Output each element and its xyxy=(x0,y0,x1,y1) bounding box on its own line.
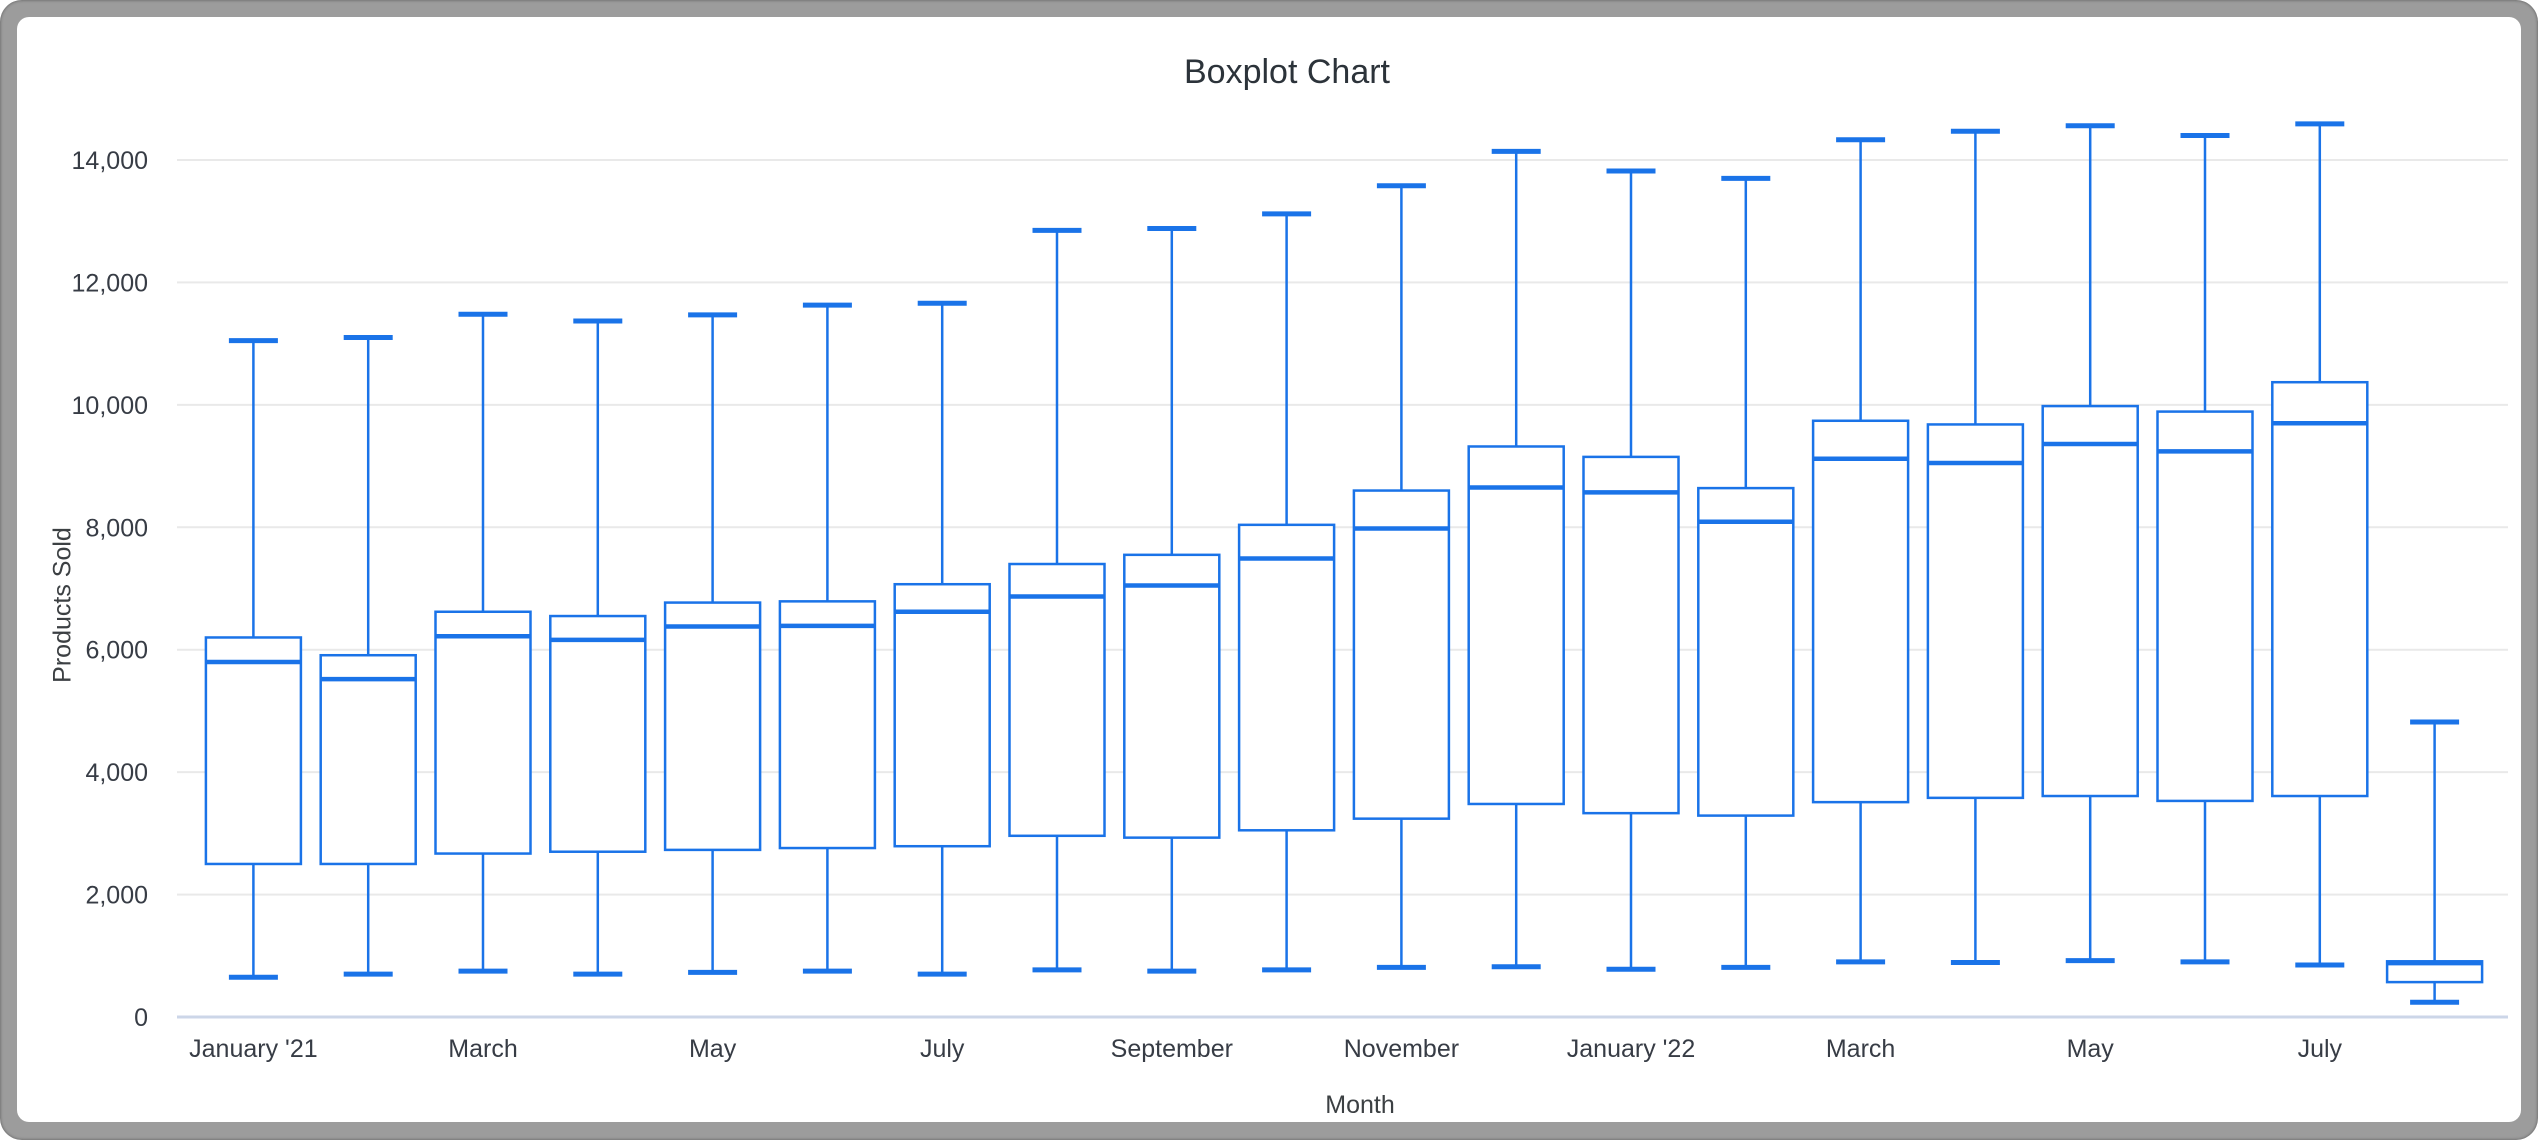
boxplot-month-18[interactable] xyxy=(2156,133,2254,965)
y-tick-label: 6,000 xyxy=(85,637,148,665)
boxplot-November[interactable] xyxy=(1352,183,1451,970)
iqr-box xyxy=(1237,523,1336,832)
iqr-box xyxy=(434,610,532,855)
x-tick-label: November xyxy=(1344,1035,1459,1063)
iqr-box xyxy=(204,636,303,866)
boxplot-month-14[interactable] xyxy=(1697,175,1795,970)
chart-title: Boxplot Chart xyxy=(1184,53,1390,91)
boxplot-January '22[interactable] xyxy=(1582,168,1680,972)
boxplot-May[interactable] xyxy=(2041,123,2139,964)
boxplot-March[interactable] xyxy=(434,311,532,974)
boxplot-month-20[interactable] xyxy=(2385,719,2484,1005)
iqr-box xyxy=(1811,419,1910,804)
x-tick-label: September xyxy=(1111,1035,1233,1063)
x-tick-label: May xyxy=(2067,1035,2115,1063)
boxplot-July[interactable] xyxy=(2271,121,2369,968)
y-tick-label: 8,000 xyxy=(85,514,148,542)
x-tick-label: January '22 xyxy=(1567,1035,1695,1063)
iqr-box xyxy=(1467,445,1565,806)
boxplot-month-10[interactable] xyxy=(1237,211,1336,973)
boxplot-month-8[interactable] xyxy=(1008,227,1106,973)
boxplot-May[interactable] xyxy=(663,312,762,975)
boxplot-September[interactable] xyxy=(1123,226,1221,974)
iqr-box xyxy=(2156,410,2254,803)
iqr-box xyxy=(1926,423,2025,800)
iqr-box xyxy=(2271,380,2369,798)
y-tick-label: 4,000 xyxy=(85,759,148,787)
boxplot-January '21[interactable] xyxy=(204,338,303,980)
iqr-box xyxy=(2041,404,2139,798)
y-tick-label: 10,000 xyxy=(72,392,148,420)
boxplot-March[interactable] xyxy=(1811,137,1910,965)
y-tick-label: 12,000 xyxy=(72,269,148,297)
boxplot-month-6[interactable] xyxy=(778,302,877,974)
x-tick-label: January '21 xyxy=(189,1035,317,1063)
iqr-box xyxy=(778,600,877,850)
iqr-box xyxy=(1352,489,1451,820)
boxplot-July[interactable] xyxy=(893,300,991,977)
x-tick-label: May xyxy=(689,1035,737,1063)
boxplot-month-4[interactable] xyxy=(549,318,647,977)
x-tick-label: July xyxy=(2298,1035,2343,1063)
boxplot-month-12[interactable] xyxy=(1467,148,1565,970)
boxplot-month-16[interactable] xyxy=(1926,128,2025,966)
iqr-box xyxy=(663,601,762,852)
x-axis-title: Month xyxy=(1325,1091,1395,1119)
iqr-box xyxy=(1697,486,1795,817)
y-tick-label: 2,000 xyxy=(85,882,148,910)
x-tick-label: March xyxy=(1826,1035,1895,1063)
x-tick-label: March xyxy=(448,1035,517,1063)
iqr-box xyxy=(319,653,417,866)
iqr-box xyxy=(1123,553,1221,839)
iqr-box xyxy=(549,614,647,853)
iqr-box xyxy=(1008,562,1106,838)
y-tick-label: 0 xyxy=(134,1004,148,1032)
iqr-box xyxy=(1582,455,1680,815)
x-tick-label: July xyxy=(920,1035,965,1063)
iqr-box xyxy=(893,582,991,848)
boxplot-month-2[interactable] xyxy=(319,335,417,977)
y-tick-label: 14,000 xyxy=(72,147,148,175)
